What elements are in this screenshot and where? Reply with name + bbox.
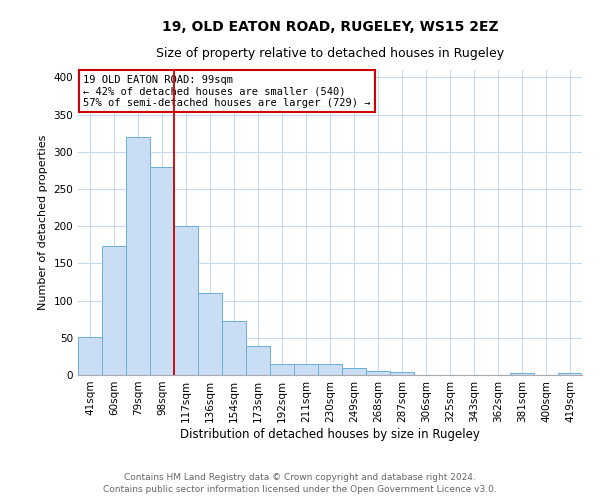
Bar <box>294 364 318 375</box>
Bar <box>150 166 174 375</box>
Bar <box>78 337 102 375</box>
Bar <box>126 137 150 375</box>
Bar <box>102 246 126 375</box>
Bar <box>222 320 246 375</box>
Bar <box>390 372 414 375</box>
Bar <box>510 373 534 375</box>
Bar <box>342 368 366 375</box>
Bar <box>246 346 270 375</box>
Bar <box>558 373 582 375</box>
Text: 19 OLD EATON ROAD: 99sqm
← 42% of detached houses are smaller (540)
57% of semi-: 19 OLD EATON ROAD: 99sqm ← 42% of detach… <box>83 74 371 108</box>
Y-axis label: Number of detached properties: Number of detached properties <box>38 135 48 310</box>
Bar <box>174 226 198 375</box>
Bar <box>198 293 222 375</box>
Text: Size of property relative to detached houses in Rugeley: Size of property relative to detached ho… <box>156 48 504 60</box>
Bar <box>318 364 342 375</box>
Text: Contains HM Land Registry data © Crown copyright and database right 2024.: Contains HM Land Registry data © Crown c… <box>124 472 476 482</box>
Bar <box>366 370 390 375</box>
Bar <box>270 364 294 375</box>
X-axis label: Distribution of detached houses by size in Rugeley: Distribution of detached houses by size … <box>180 428 480 440</box>
Text: Contains public sector information licensed under the Open Government Licence v3: Contains public sector information licen… <box>103 485 497 494</box>
Text: 19, OLD EATON ROAD, RUGELEY, WS15 2EZ: 19, OLD EATON ROAD, RUGELEY, WS15 2EZ <box>161 20 499 34</box>
